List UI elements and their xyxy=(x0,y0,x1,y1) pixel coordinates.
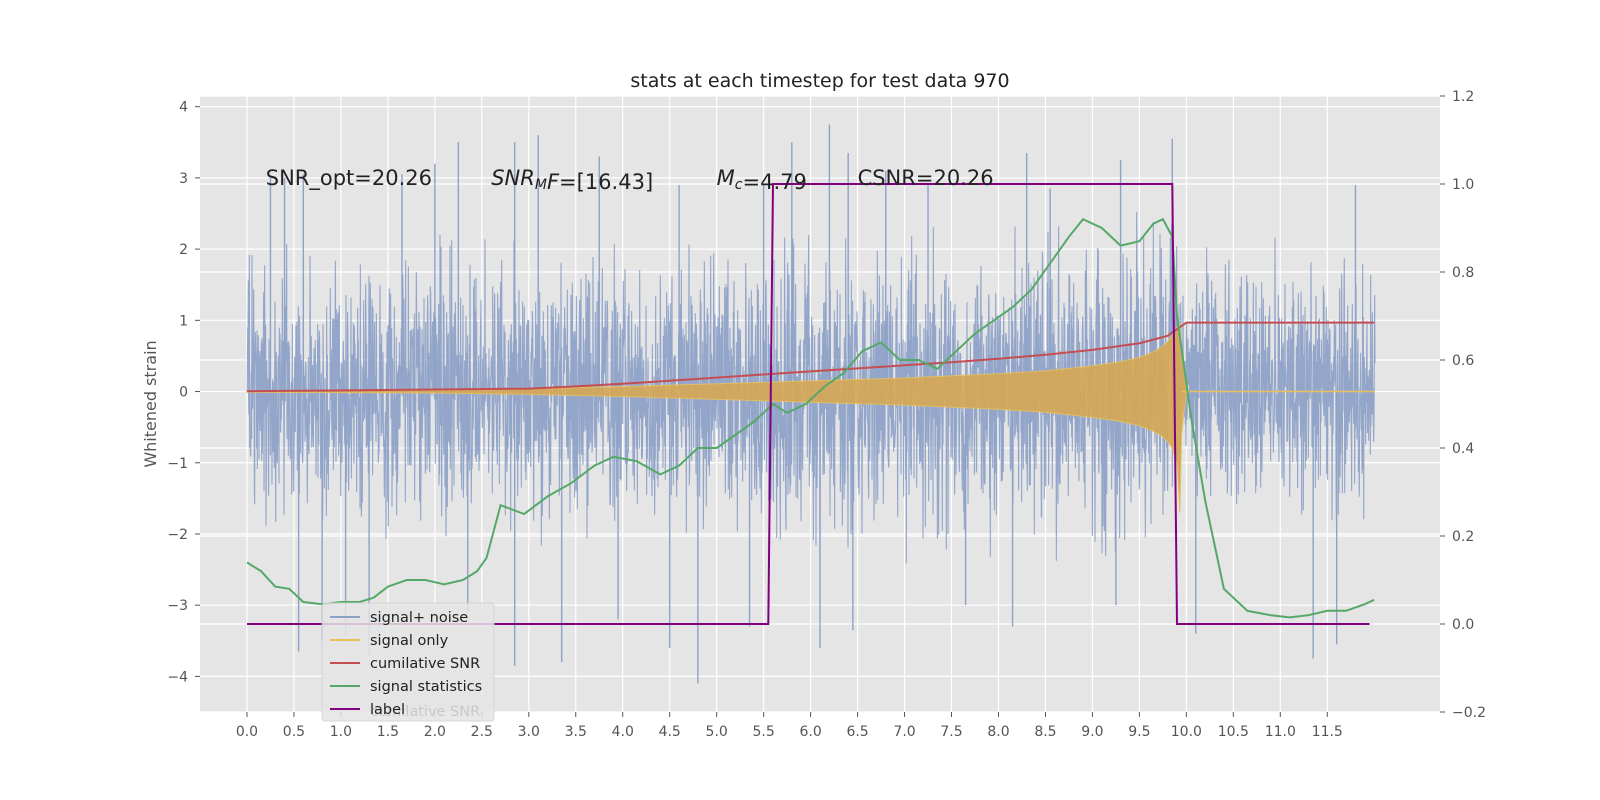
annotation-part: F xyxy=(547,170,560,194)
annotation-text: Mc=4.79 xyxy=(717,166,807,194)
legend-label: signal+ noise xyxy=(370,610,468,626)
y2-tick-label: 1.2 xyxy=(1452,89,1474,105)
annotation-part: c xyxy=(735,177,743,193)
x-tick-label: 2.5 xyxy=(471,724,493,740)
y-tick-label: 3 xyxy=(179,171,188,187)
x-tick-label: 5.5 xyxy=(753,724,775,740)
axes: 0.0 0.5 1.0 1.5 2.0 2.5 3.0 3.5 4.0 4.5 5.0 5.5 6.0 6… xyxy=(167,89,1486,740)
x-tick-label: 2.0 xyxy=(424,724,446,740)
y-axis-label: Whitened strain xyxy=(141,340,160,467)
series-signal-statistics xyxy=(246,217,1375,619)
y-tick-label: 0 xyxy=(179,385,188,401)
x-tick-label: 3.0 xyxy=(518,724,540,740)
annotation-part: SNR_opt=20.26 xyxy=(266,166,432,191)
y2-tick-label: 0.6 xyxy=(1452,353,1474,369)
legend: cumilative SNR signal+ noise signal only cu… xyxy=(321,602,495,722)
series-cumilative-snr xyxy=(246,321,1375,393)
x-tick-label: 4.0 xyxy=(612,724,634,740)
x-tick-label: 9.0 xyxy=(1081,724,1103,740)
x-tick-label: 9.5 xyxy=(1128,724,1150,740)
y2-tick-label: 0.8 xyxy=(1452,265,1474,281)
series-line xyxy=(247,183,1370,625)
y2-tick-label: 0.4 xyxy=(1452,441,1474,457)
chart-title: stats at each timestep for test data 970 xyxy=(630,70,1009,92)
x-tick-label: 8.0 xyxy=(987,724,1009,740)
y-tick-label: −4 xyxy=(167,669,188,685)
series-line xyxy=(246,217,1375,619)
y2-tick-label: 0.2 xyxy=(1452,529,1474,545)
x-tick-label: 7.5 xyxy=(940,724,962,740)
annotation-part: CSNR=20.26 xyxy=(858,166,994,190)
annotation-part: SNR xyxy=(491,166,535,190)
series-signal-only xyxy=(246,322,1375,513)
x-tick-label: 8.5 xyxy=(1034,724,1056,740)
x-tick-label: 0.0 xyxy=(236,724,258,740)
legend-label: signal statistics xyxy=(370,679,482,695)
y-tick-label: 1 xyxy=(179,313,188,329)
x-tick-label: 1.0 xyxy=(330,724,352,740)
annotation-part: =[16.43] xyxy=(559,170,653,194)
x-tick-label: 0.5 xyxy=(283,724,305,740)
x-tick-label: 5.0 xyxy=(706,724,728,740)
y-tick-label: −1 xyxy=(167,456,188,472)
legend-label: signal only xyxy=(370,633,449,649)
y2-tick-label: −0.2 xyxy=(1452,705,1486,721)
annotation-text: SNR_opt=20.26 xyxy=(266,166,432,191)
annotation-text: CSNR=20.26 xyxy=(858,166,994,190)
annotation-part: M xyxy=(535,177,547,193)
x-tick-label: 10.5 xyxy=(1218,724,1249,740)
x-tick-label: 3.5 xyxy=(565,724,587,740)
x-tick-label: 6.5 xyxy=(846,724,868,740)
legend-box xyxy=(321,602,495,722)
y2-tick-label: 0.0 xyxy=(1452,617,1474,633)
annotations: SNR_opt=20.26 SNRMF=[16.43] Mc=4.79 CSNR=20… xyxy=(266,166,994,194)
annotation-part: =4.79 xyxy=(742,170,806,194)
y-tick-label: 4 xyxy=(179,100,188,116)
y2-tick-label: 1.0 xyxy=(1452,177,1474,193)
x-tick-label: 11.0 xyxy=(1265,724,1296,740)
legend-label: cumilative SNR xyxy=(370,656,480,672)
series-signal-noise xyxy=(246,124,1376,684)
annotation-part: M xyxy=(717,166,735,190)
plot-clip-group xyxy=(246,124,1376,684)
y-tick-label: −3 xyxy=(167,598,188,614)
y-tick-label: 2 xyxy=(179,242,188,258)
x-tick-label: 6.0 xyxy=(799,724,821,740)
series-line xyxy=(246,321,1375,393)
legend-ghost-text: cumilative SNR xyxy=(370,704,480,720)
legend-label: label xyxy=(370,702,405,718)
annotation-text: SNRMF=[16.43] xyxy=(491,166,653,194)
y-tick-label: −2 xyxy=(167,527,188,543)
x-tick-label: 4.5 xyxy=(659,724,681,740)
x-tick-label: 1.5 xyxy=(377,724,399,740)
x-tick-label: 11.5 xyxy=(1312,724,1343,740)
x-tick-label: 10.0 xyxy=(1171,724,1202,740)
series-label xyxy=(247,183,1370,625)
x-tick-label: 7.0 xyxy=(893,724,915,740)
